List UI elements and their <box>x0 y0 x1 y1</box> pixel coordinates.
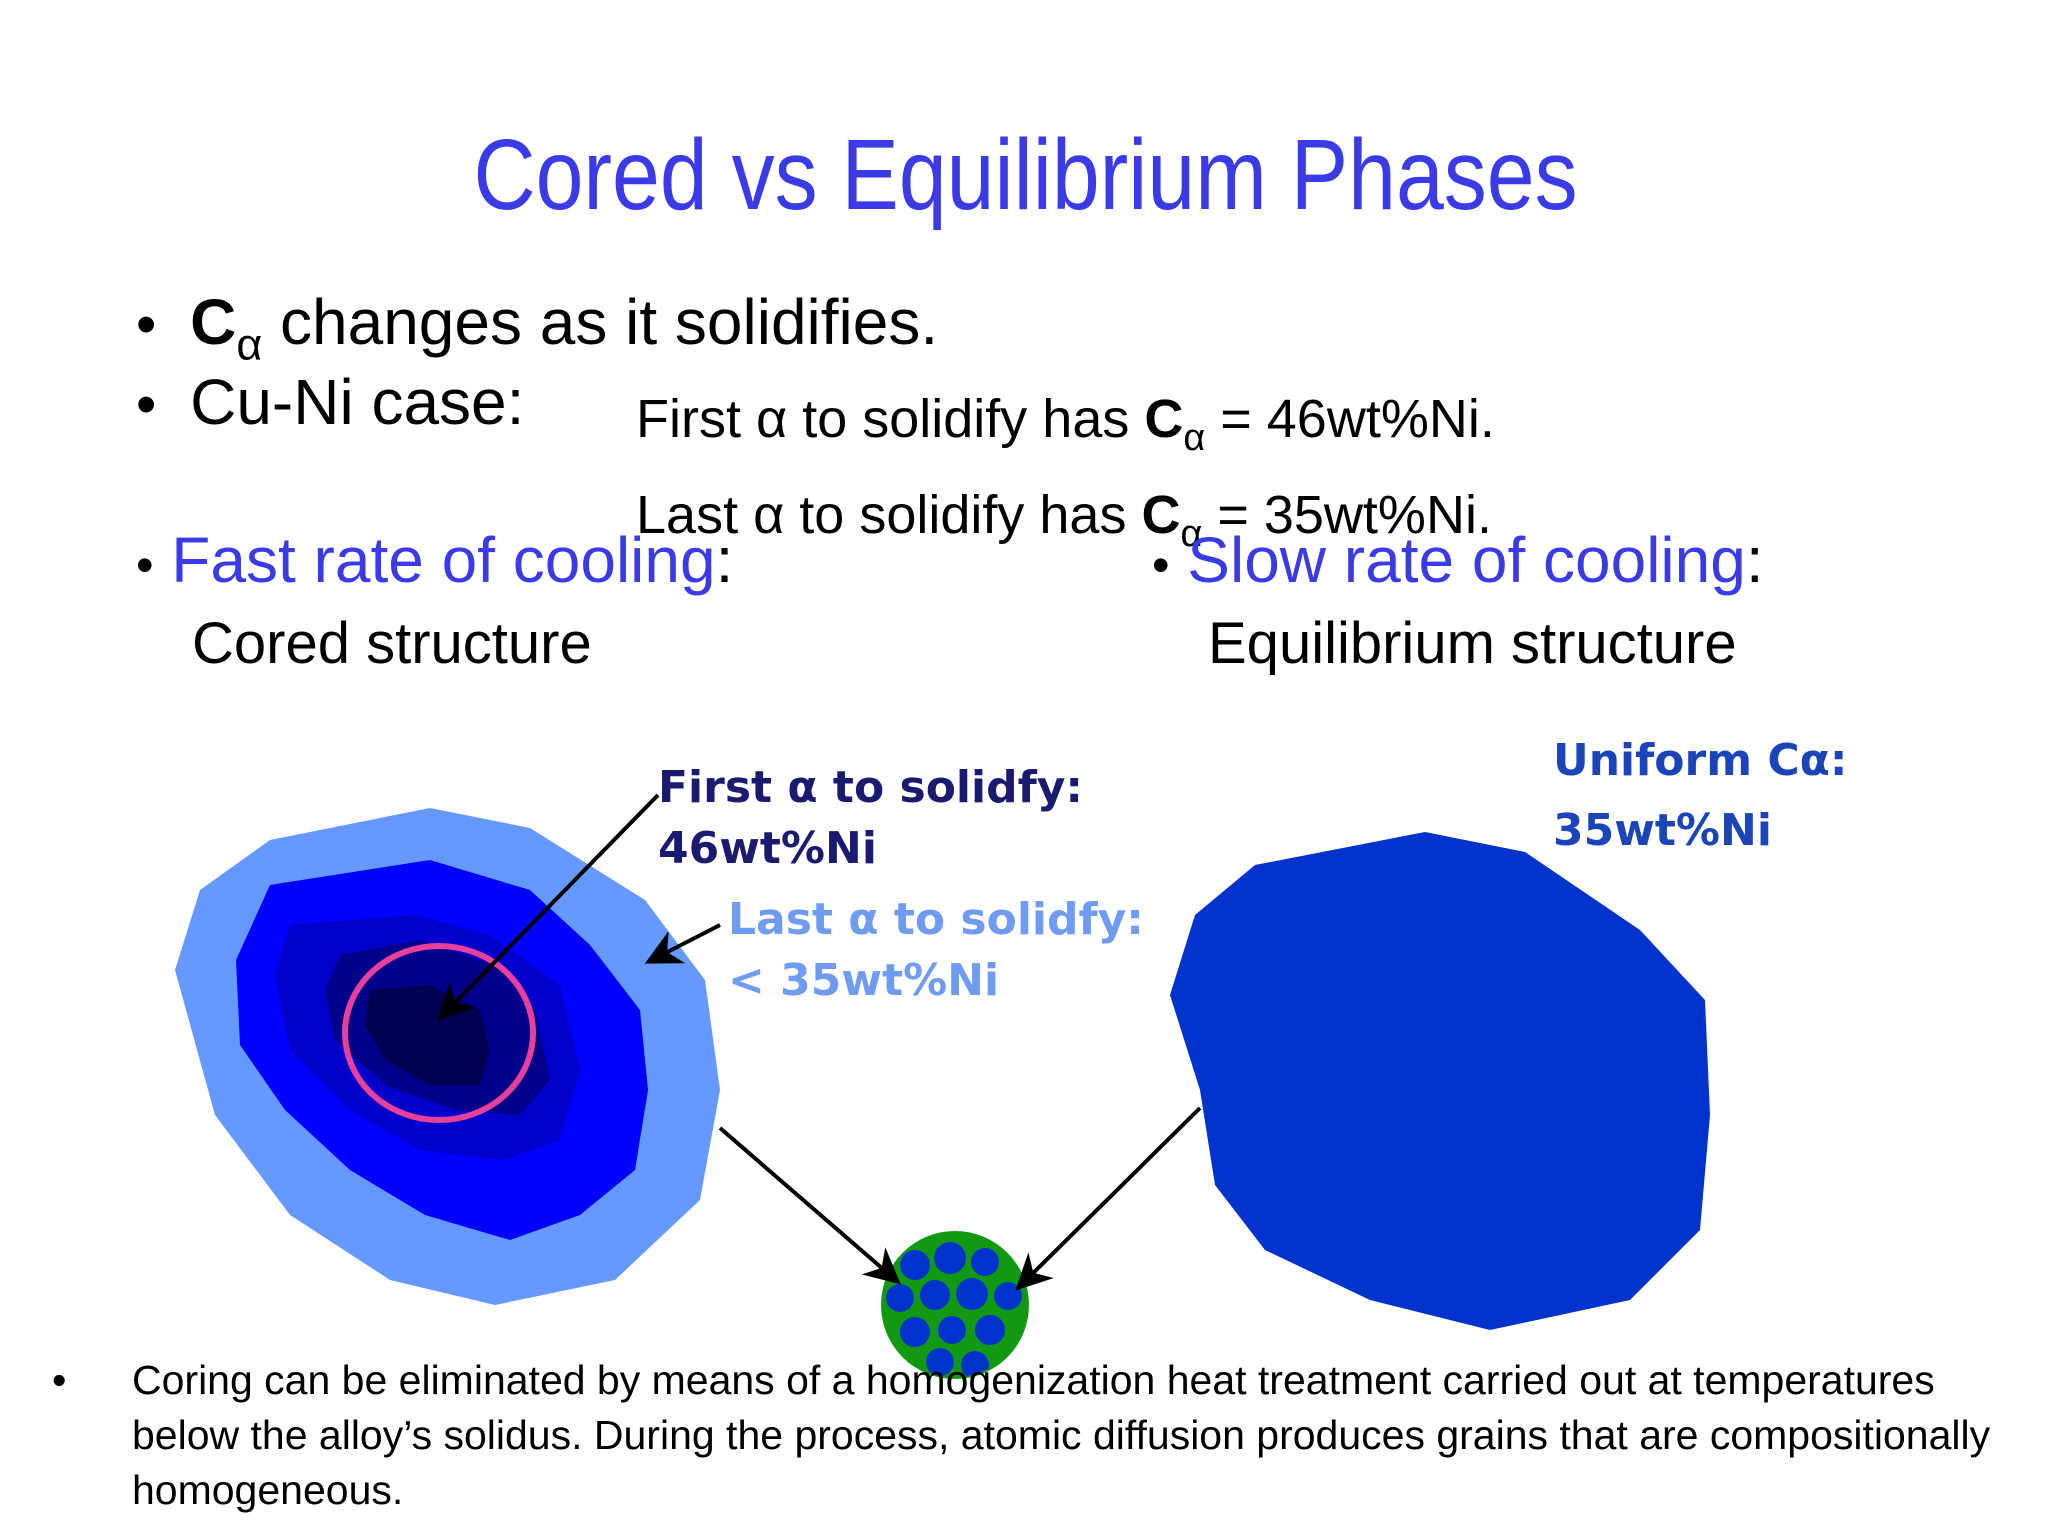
small-grain <box>971 1248 999 1276</box>
small-grain <box>975 1315 1005 1345</box>
c-symbol: C <box>1144 389 1184 449</box>
small-grain <box>938 1316 966 1344</box>
first-alpha-arrow <box>437 793 660 1021</box>
bullet-dot: • <box>1152 537 1170 593</box>
first-alpha-label-line2: 46wt%Ni <box>658 822 877 874</box>
first-alpha-label: First α to solidfy: 46wt%Ni <box>658 758 1083 879</box>
cuni-line-last-text: Last α to solidify has <box>636 485 1142 545</box>
equilibrium-to-homogenized-arrow <box>1015 1106 1202 1291</box>
last-alpha-label-line2: < 35wt%Ni <box>728 954 1000 1006</box>
fast-cooling-highlight: Fast rate of cooling <box>171 524 716 596</box>
footnote-text: Coring can be eliminated by means of a h… <box>132 1357 1991 1513</box>
c-symbol: C <box>1141 485 1181 545</box>
cuni-line-first-value: = 46wt%Ni. <box>1205 389 1495 449</box>
last-alpha-label-line1: Last α to solidfy: <box>728 894 1144 945</box>
cuni-line-first-text: First α to solidify has <box>636 389 1145 449</box>
small-grain <box>900 1250 930 1280</box>
first-alpha-ring <box>342 943 536 1123</box>
bullet-dot: • <box>136 372 157 437</box>
bullet-1-text: changes as it solidifies. <box>262 286 939 358</box>
alpha-subscript: α <box>1180 513 1203 556</box>
bullet-dot: • <box>136 537 154 593</box>
fast-cooling-heading: • Fast rate of cooling: <box>136 528 733 592</box>
small-grain <box>920 1280 950 1310</box>
cuni-line-last-value: = 35wt%Ni. <box>1202 485 1492 545</box>
colon: : <box>1745 524 1764 596</box>
page-title: Cored vs Equilibrium Phases <box>473 119 1578 231</box>
slow-cooling-heading: • Slow rate of cooling: <box>1152 528 1764 592</box>
bullet-2-text: Cu-Ni case: <box>190 366 525 438</box>
last-alpha-label: Last α to solidfy: < 35wt%Ni <box>728 890 1144 1011</box>
c-symbol: C <box>190 286 237 358</box>
small-grain <box>934 1242 966 1274</box>
small-grain <box>900 1317 930 1347</box>
colon: : <box>715 524 734 596</box>
uniform-label-line2: 35wt%Ni <box>1553 804 1772 856</box>
footnote-bullet: • <box>52 1357 67 1403</box>
small-grain <box>956 1278 988 1310</box>
bullet-1: • Cα changes as it solidifies. <box>136 290 938 367</box>
bullet-dot: • <box>136 292 157 357</box>
cored-structure-label: Cored structure <box>192 611 592 676</box>
uniform-label: Uniform Cα: 35wt%Ni <box>1553 726 1848 865</box>
slow-cooling-highlight: Slow rate of cooling <box>1187 524 1746 596</box>
cuni-line-first: First α to solidify has Cα = 46wt%Ni. <box>636 392 1495 458</box>
first-alpha-label-line1: First α to solidfy: <box>658 762 1084 813</box>
last-alpha-arrow <box>644 923 721 964</box>
small-grain <box>886 1284 914 1312</box>
cored-to-homogenized-arrow <box>718 1126 901 1285</box>
homogenized-grains <box>886 1242 1022 1377</box>
alpha-subscript: α <box>1183 417 1206 460</box>
small-grain <box>994 1282 1022 1310</box>
equilibrium-grain <box>1170 832 1710 1330</box>
equilibrium-structure-label: Equilibrium structure <box>1208 611 1737 676</box>
small-grain <box>926 1348 954 1376</box>
alpha-subscript: α <box>236 319 263 370</box>
uniform-label-line1: Uniform Cα: <box>1553 735 1848 786</box>
cuni-line-last: Last α to solidify has Cα = 35wt%Ni. <box>636 488 1492 554</box>
bullet-2: • Cu-Ni case: <box>136 370 524 434</box>
